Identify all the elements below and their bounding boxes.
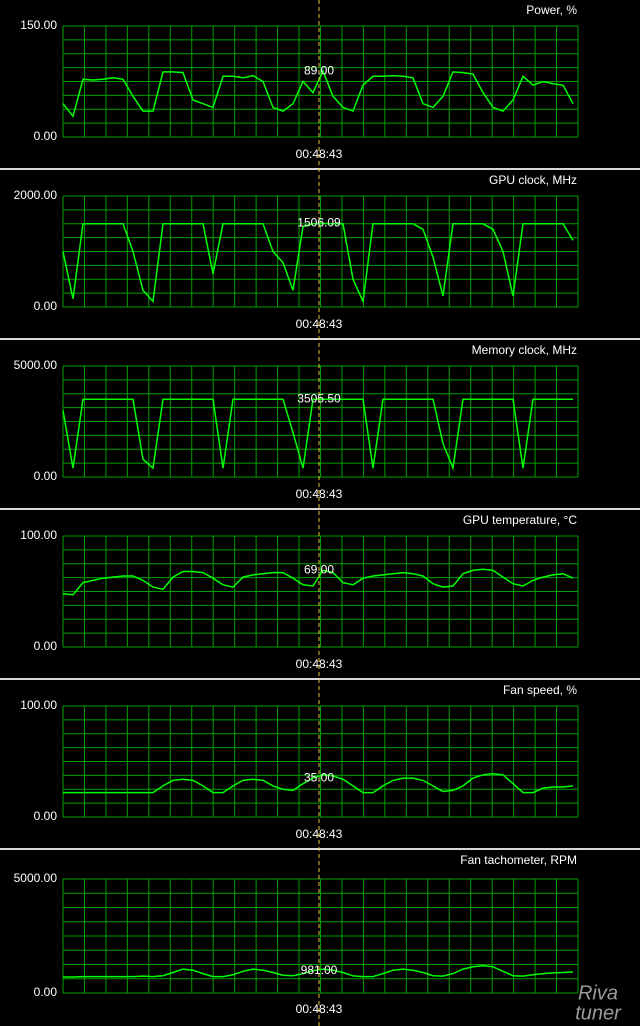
cursor-time: 00:48:43 — [296, 317, 343, 331]
cursor-value: 35.00 — [304, 770, 334, 784]
data-line — [62, 568, 574, 596]
y-tick-label: 0.00 — [34, 809, 58, 823]
chart-title: Fan speed, % — [503, 683, 577, 697]
cursor-value: 89.00 — [304, 63, 334, 77]
chart-panel: Fan tachometer, RPM 0.00 5000.00 — [0, 848, 640, 999]
data-line — [63, 964, 574, 978]
panels: Power, % 0.00 150.00 GPU clock, MHz 0.00 2000… — [0, 3, 640, 999]
cursor-time: 00:48:43 — [296, 147, 343, 161]
chart-title: Power, % — [526, 3, 577, 17]
chart-title: Fan tachometer, RPM — [460, 853, 577, 867]
y-tick-label: 100.00 — [20, 698, 57, 712]
chart-title: GPU clock, MHz — [489, 173, 577, 187]
y-tick-label: 0.00 — [34, 469, 58, 483]
chart-title: GPU temperature, °C — [463, 513, 578, 527]
chart-panel: GPU temperature, °C 0.00 100.00 — [0, 508, 640, 653]
cursor-time: 00:48:43 — [296, 657, 343, 671]
y-tick-label: 100.00 — [20, 528, 57, 542]
chart-panel: Fan speed, % 0.00 100.00 — [0, 678, 640, 823]
data-line — [62, 398, 573, 471]
overlay: 89.00 00:48:43 1506.09 00:48:43 3505.50 00:48… — [296, 63, 343, 1016]
y-tick-label: 150.00 — [20, 18, 57, 32]
y-tick-label: 5000.00 — [14, 871, 58, 885]
y-tick-label: 0.00 — [34, 985, 58, 999]
cursor-time: 00:48:43 — [296, 487, 343, 501]
data-line — [63, 772, 574, 794]
cursor-value: 69.00 — [304, 563, 334, 577]
data-line — [62, 222, 574, 305]
watermark: tuner — [575, 1002, 622, 1024]
data-line — [62, 69, 574, 118]
y-tick-label: 0.00 — [34, 129, 58, 143]
y-tick-label: 2000.00 — [14, 188, 58, 202]
y-tick-label: 0.00 — [34, 299, 58, 313]
watermark: Riva — [578, 982, 618, 1004]
chart-panel: GPU clock, MHz 0.00 2000.00 — [0, 168, 640, 313]
cursor-time: 00:48:43 — [296, 1002, 343, 1016]
cursor-time: 00:48:43 — [296, 827, 343, 841]
cursor-value: 1506.09 — [297, 216, 341, 230]
cursor-value: 981.00 — [301, 963, 338, 977]
y-tick-label: 5000.00 — [14, 358, 58, 372]
chart-panel: Memory clock, MHz 0.00 5000.00 — [0, 338, 640, 483]
chart-title: Memory clock, MHz — [472, 343, 577, 357]
y-tick-label: 0.00 — [34, 639, 58, 653]
chart-panel: Power, % 0.00 150.00 — [20, 3, 579, 143]
cursor-value: 3505.50 — [297, 391, 341, 405]
